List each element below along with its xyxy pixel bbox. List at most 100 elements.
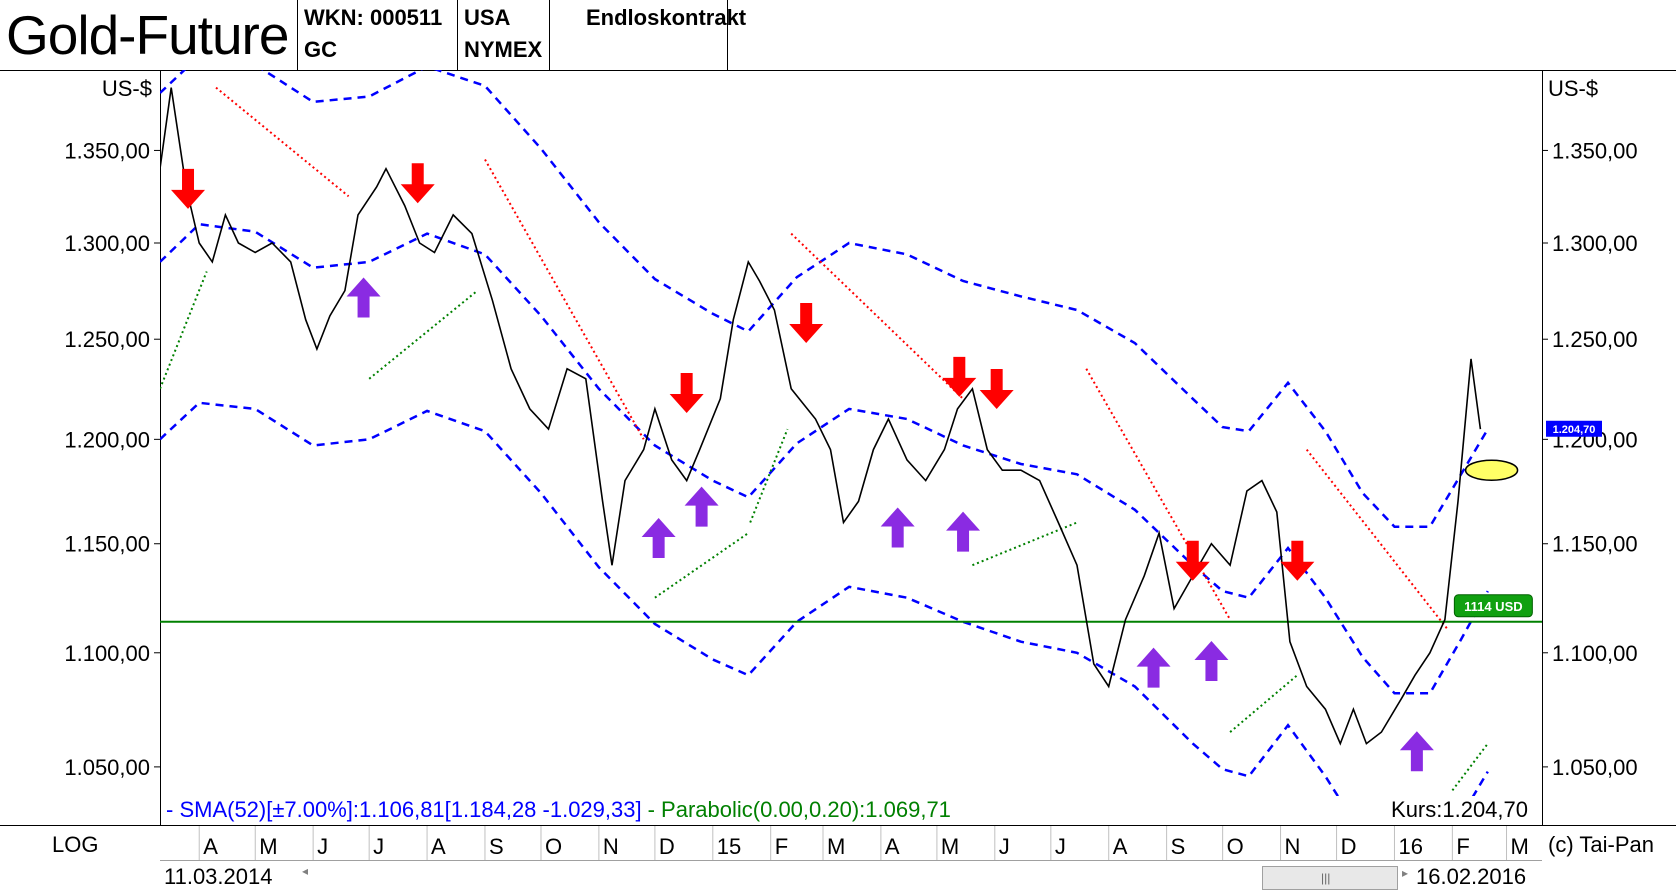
country-label: USA [464, 5, 511, 30]
sell-signal-arrow [789, 303, 824, 344]
month-label: D [1341, 834, 1357, 859]
month-label: J [999, 834, 1010, 859]
y-tick-label-right: 1.150,00 [1552, 532, 1638, 557]
month-label: O [545, 834, 562, 859]
month-label: N [1285, 834, 1301, 859]
month-label: F [775, 834, 788, 859]
end-date: 16.02.2016 [1416, 864, 1527, 889]
parabolic-segment [484, 159, 645, 440]
month-label: N [603, 834, 619, 859]
copyright: (c) Tai-Pan [1548, 832, 1654, 857]
month-label: A [431, 834, 446, 859]
y-tick-label-left: 1.250,00 [64, 327, 150, 352]
price-chart: US-$ US-$ 1.350,00 1.300,00 1.250,00 1.200,… [0, 70, 1676, 826]
support-label-box [1453, 594, 1533, 618]
month-label: M [941, 834, 959, 859]
buy-signal-arrow [641, 517, 676, 558]
sell-signal-arrow [1280, 540, 1315, 581]
month-label: S [1171, 834, 1186, 859]
log-scale-label[interactable]: LOG [52, 832, 99, 857]
buy-signal-arrow [880, 507, 915, 548]
y-tick-label-right: 1.350,00 [1552, 138, 1638, 163]
wkn-label: WKN: 000511 [304, 5, 443, 30]
parabolic-segment [790, 232, 964, 400]
y-axis-left: 1.350,00 1.300,00 1.250,00 1.200,00 1.150,00… [64, 138, 160, 780]
y-tick-label-left: 1.300,00 [64, 231, 150, 256]
y-tick-label-left: 1.150,00 [64, 532, 150, 557]
month-label: A [885, 834, 900, 859]
sma-legend-text: - SMA(52)[±7.00%]:1.106,81[1.184,28 -1.0… [166, 797, 642, 822]
y-tick-label-left: 1.100,00 [64, 641, 150, 666]
y-tick-label-right: 1.100,00 [1552, 641, 1638, 666]
sma-lower-band [160, 401, 1489, 796]
footer-divider [160, 860, 1542, 861]
exchange-cell: USA NYMEX [458, 0, 550, 70]
buy-signal-arrow [1136, 647, 1171, 688]
parabolic-segment [215, 86, 350, 198]
buy-signal-arrow [946, 511, 981, 552]
month-label: A [1113, 834, 1128, 859]
symbol-label: GC [304, 37, 337, 62]
parabolic-segment [368, 289, 479, 380]
parabolic-segment [1451, 742, 1489, 792]
parabolic-segment [1229, 674, 1298, 733]
wkn-cell: WKN: 000511 GC [298, 0, 458, 70]
month-label: 16 [1398, 834, 1422, 859]
highlight-ellipse [1464, 459, 1519, 481]
chart-header: Gold-Future WKN: 000511 GC USA NYMEX End… [0, 0, 1676, 70]
x-axis-months: A M J J A S O N D 15 F M A M J J A S O N D 16 F M [198, 826, 1529, 860]
parabolic-segment [1085, 368, 1231, 621]
chart-footer: LOG A M J J A S O N D 15 F M A M J J A S O N D 16 F M 11.03.201… [0, 826, 1676, 893]
month-label: S [489, 834, 504, 859]
instrument-title: Gold-Future [6, 4, 289, 66]
current-price-label: 1.204,70 [1553, 424, 1596, 436]
month-label: M [259, 834, 277, 859]
buy-signal-arrow [346, 277, 381, 318]
y-tick-label-right: 1.050,00 [1552, 755, 1638, 780]
y-tick-label-left: 1.350,00 [64, 138, 150, 163]
plot-area: 1114 USD 1.204,70 [160, 70, 1602, 796]
price-line [160, 87, 1482, 746]
parabolic-segment [749, 428, 789, 523]
sma-upper-band [160, 70, 1489, 528]
sell-signal-arrow [942, 356, 977, 397]
month-label: J [1055, 834, 1066, 859]
month-label: J [317, 834, 328, 859]
parabolic-segment [160, 271, 208, 390]
scroll-left-arrow[interactable]: ◂ [302, 864, 309, 878]
parabolic-segment [1305, 448, 1450, 632]
support-label: 1114 USD [1464, 599, 1523, 614]
sma-legend: - SMA(52)[±7.00%]:1.106,81[1.184,28 -1.0… [166, 797, 951, 822]
contract-label: Endloskontrakt [586, 5, 747, 30]
contract-cell: Endloskontrakt [550, 0, 746, 70]
month-label: 15 [717, 834, 741, 859]
plot-layer [160, 70, 1542, 796]
start-date: 11.03.2014 [164, 864, 273, 889]
buy-signal-arrow [684, 486, 719, 527]
sell-signal-arrow [979, 368, 1014, 409]
sma-line [160, 222, 1489, 695]
y-tick-label-right: 1.250,00 [1552, 327, 1638, 352]
parabolic-segment [654, 532, 749, 599]
month-label: D [659, 834, 675, 859]
month-label: M [827, 834, 845, 859]
scroll-grip-icon: ||| [1321, 871, 1331, 885]
buy-signal-arrow [1194, 641, 1229, 682]
scroll-right-arrow[interactable]: ▸ [1402, 866, 1409, 880]
sell-signal-arrow [400, 163, 435, 204]
time-scrollbar-thumb[interactable]: ||| [1262, 866, 1398, 890]
buy-signal-arrow [1399, 731, 1434, 772]
y-tick-label-left: 1.050,00 [64, 755, 150, 780]
month-label: A [203, 834, 218, 859]
month-label: M [1511, 834, 1529, 859]
month-label: O [1227, 834, 1244, 859]
month-label: J [373, 834, 384, 859]
exchange-label: NYMEX [464, 37, 543, 62]
title-cell: Gold-Future [0, 0, 298, 70]
sell-signal-arrow [669, 372, 704, 413]
currency-label-right: US-$ [1548, 76, 1598, 101]
parabolic-segment [972, 521, 1078, 567]
sell-signal-arrow [1175, 540, 1210, 581]
sell-signal-arrow [171, 168, 206, 209]
y-tick-label-left: 1.200,00 [64, 427, 150, 452]
